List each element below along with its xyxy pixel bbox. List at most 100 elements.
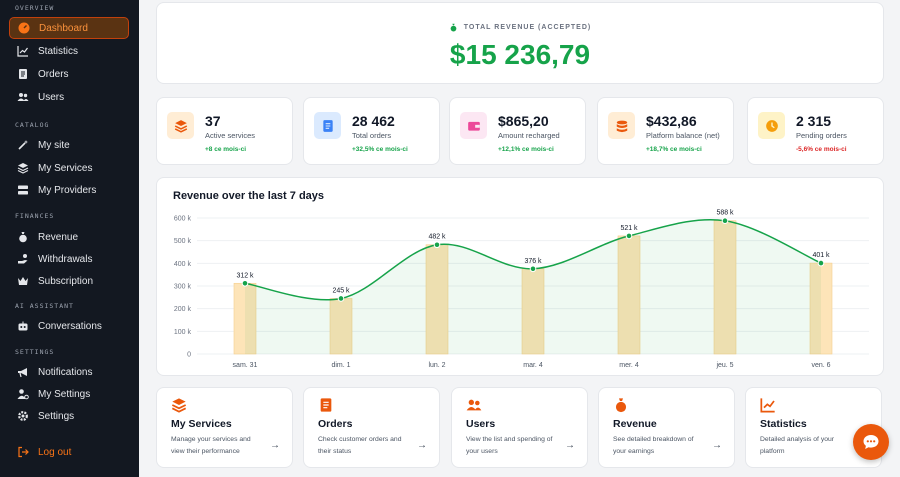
stat-change: +12,1% ce mois-ci [498,146,554,153]
receipt-icon [17,68,29,80]
data-label: 482 k [428,234,446,241]
y-tick-label: 200 k [174,306,192,313]
quick-link-users[interactable]: Users View the list and spending of your… [451,387,588,468]
data-label: 588 k [716,210,734,217]
sidebar-item-my-services[interactable]: My Services [9,157,129,179]
sidebar-item-label: Conversations [38,320,102,332]
stat-label: Active services [205,131,256,140]
document-icon [322,119,333,132]
sidebar-item-orders[interactable]: Orders [9,63,129,85]
stat-card-total-orders[interactable]: 28 462 Total orders +32,5% ce mois-ci [303,97,440,165]
sidebar-item-label: My Services [38,162,93,174]
quick-link-revenue[interactable]: Revenue See detailed breakdown of your e… [598,387,735,468]
layers-icon [174,119,187,133]
quick-link-title: Orders [318,418,353,430]
layers-icon [17,162,29,174]
sidebar-item-subscription[interactable]: Subscription [9,270,129,292]
section-label-settings: SETTINGS [15,348,55,356]
data-label: 521 k [620,225,638,232]
sidebar-item-users[interactable]: Users [9,86,129,108]
total-revenue-card: TOTAL REVENUE (ACCEPTED) $15 236,79 [156,2,884,84]
quick-link-desc: Manage your services and view their perf… [171,436,251,455]
stat-change: -5,6% ce mois-ci [796,146,847,153]
revenue-chart: 0 100 k 200 k 300 k 400 k 500 k 600 k 312 k sam.… [174,210,869,369]
total-revenue-value: $15 236,79 [449,39,591,70]
data-point [817,259,825,267]
data-point [337,295,345,302]
data-point [241,279,249,287]
stat-value: 28 462 [352,113,395,129]
total-revenue-label: TOTAL REVENUE (ACCEPTED) [463,24,592,31]
x-tick-label: lun. 2 [428,362,445,369]
quick-link-orders[interactable]: Orders Check customer orders and their s… [303,387,440,468]
stat-change: +8 ce mois-ci [205,146,247,153]
chart-title: Revenue over the last 7 days [173,190,325,202]
sidebar-item-conversations[interactable]: Conversations [9,315,129,337]
stat-card-pending-orders[interactable]: 2 315 Pending orders -5,6% ce mois-ci [747,97,884,165]
sidebar-item-label: Withdrawals [38,253,93,265]
stat-icon-tile [460,112,487,139]
data-point [433,241,441,249]
data-label: 401 k [812,252,830,259]
data-point [721,217,729,225]
quick-link-desc: Detailed analysis of your platform [760,436,835,455]
stat-label: Total orders [352,131,392,140]
sidebar-item-my-settings[interactable]: My Settings [9,383,129,405]
receipt-icon [320,398,332,412]
money-bag-icon [450,23,457,32]
chat-bubble-icon [863,435,879,449]
arrow-right-icon: → [712,440,722,451]
layers-icon [171,398,187,413]
sidebar-item-label: Statistics [38,45,79,57]
stat-icon-tile [167,112,194,139]
users-icon [17,91,29,103]
sidebar-item-withdrawals[interactable]: Withdrawals [9,248,129,270]
section-label-ai-assistant: AI ASSISTANT [15,302,74,310]
y-tick-label: 500 k [174,238,192,245]
sidebar-item-settings[interactable]: Settings [9,405,129,427]
stat-value: 2 315 [796,113,832,129]
sidebar-item-label: Notifications [38,366,93,378]
clock-icon [765,119,778,132]
x-tick-label: dim. 1 [331,362,350,369]
sidebar-item-revenue[interactable]: Revenue [9,226,129,248]
sidebar-item-label: Orders [38,68,69,80]
chat-button[interactable] [853,424,889,460]
stat-card-active-services[interactable]: 37 Active services +8 ce mois-ci [156,97,293,165]
sidebar-item-my-providers[interactable]: My Providers [9,179,129,201]
magic-wand-icon [17,139,29,151]
arrow-right-icon: → [417,440,427,451]
section-label-finances: FINANCES [15,212,55,220]
chart-line-icon [760,398,775,413]
stat-label: Amount recharged [498,131,560,140]
quick-link-my-services[interactable]: My Services Manage your services and vie… [156,387,293,468]
stat-change: +32,5% ce mois-ci [352,146,408,153]
x-tick-label: mer. 4 [619,362,639,369]
y-tick-label: 100 k [174,329,192,336]
stat-value: 37 [205,113,221,129]
sidebar-item-my-site[interactable]: My site [9,134,129,156]
quick-link-desc: View the list and spending of your users [466,436,553,455]
robot-icon [17,320,29,332]
arrow-right-icon: → [565,440,575,451]
x-tick-label: ven. 6 [811,362,830,369]
data-label: 376 k [524,258,542,265]
y-tick-label: 300 k [174,284,192,291]
sidebar-item-label: Revenue [38,231,79,243]
revenue-chart-card: 0 100 k 200 k 300 k 400 k 500 k 600 k 312 k sam.… [156,177,884,376]
sidebar-item-label: My site [38,139,70,151]
stat-change: +18,7% ce mois-ci [646,146,702,153]
logout-button[interactable]: Log out [9,441,129,463]
sidebar-item-label: Users [38,91,65,103]
sidebar-item-notifications[interactable]: Notifications [9,361,129,383]
hand-coins-icon [17,253,29,265]
sidebar-item-dashboard[interactable]: Dashboard [9,17,129,39]
stat-icon-tile [314,112,341,139]
sidebar-item-statistics[interactable]: Statistics [9,40,129,62]
x-tick-label: sam. 31 [233,362,258,369]
sidebar-item-label: My Providers [38,184,97,196]
stat-card-amount-recharged[interactable]: $865,20 Amount recharged +12,1% ce mois-… [449,97,586,165]
gear-icon [17,410,29,422]
sidebar-item-label: My Settings [38,388,91,400]
stat-card-platform-balance[interactable]: $432,86 Platform balance (net) +18,7% ce… [597,97,734,165]
